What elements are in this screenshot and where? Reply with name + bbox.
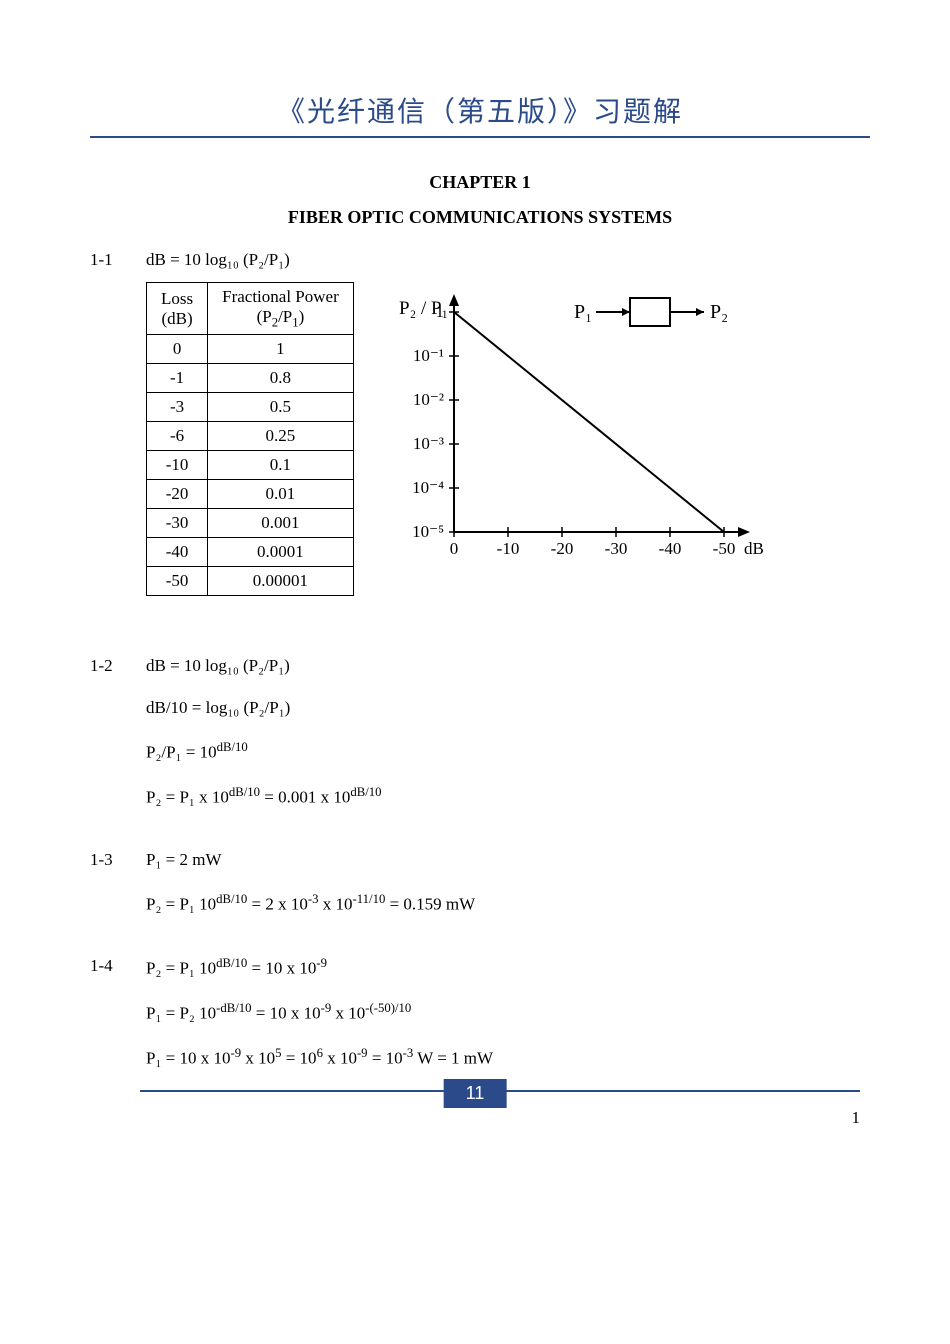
equation-line: P₂ = P₁ x 10dB/10 = 0.001 x 10dB/10	[146, 785, 870, 808]
equation-line: P₁ = P₂ 10-dB/10 = 10 x 10-9 x 10-(-50)/…	[146, 1001, 870, 1024]
equation-line: P₂ = P₁ 10dB/10 = 10 x 10-9	[146, 956, 870, 979]
problem-equation: dB = 10 log₁₀ (P₂/P₁)	[146, 250, 870, 270]
table-cell: 0.0001	[208, 538, 354, 567]
table-cell: -40	[147, 538, 208, 567]
chapter-subtitle: FIBER OPTIC COMMUNICATIONS SYSTEMS	[90, 207, 870, 228]
table-cell: -20	[147, 480, 208, 509]
problem-body: dB = 10 log₁₀ (P₂/P₁) dB/10 = log₁₀ (P₂/…	[146, 656, 870, 829]
table-row: 01	[147, 335, 354, 364]
table-cell: 0.00001	[208, 567, 354, 596]
equation-line: dB = 10 log₁₀ (P₂/P₁)	[146, 656, 870, 676]
table-cell: 0.01	[208, 480, 354, 509]
table-cell: 0.5	[208, 393, 354, 422]
table-cell: 0.25	[208, 422, 354, 451]
svg-text:dB: dB	[744, 539, 764, 558]
table-cell: 0.001	[208, 509, 354, 538]
table-cell: -1	[147, 364, 208, 393]
table-cell: 0	[147, 335, 208, 364]
svg-text:-20: -20	[550, 539, 573, 558]
col-header-fractional: Fractional Power(P2/P1)	[208, 283, 354, 335]
table-row: -200.01	[147, 480, 354, 509]
table-cell: -3	[147, 393, 208, 422]
page-number-badge: 11	[444, 1079, 507, 1108]
table-row: -100.1	[147, 451, 354, 480]
svg-text:P₁: P₁	[574, 301, 592, 323]
problem-1-1: 1-1 dB = 10 log₁₀ (P₂/P₁)	[90, 250, 870, 270]
equation-line: dB/10 = log₁₀ (P₂/P₁)	[146, 698, 870, 718]
svg-text:-30: -30	[604, 539, 627, 558]
svg-text:-40: -40	[658, 539, 681, 558]
problem-number: 1-3	[90, 850, 146, 937]
table-row: -30.5	[147, 393, 354, 422]
document-header: 《光纤通信（第五版）》习题解	[90, 90, 870, 138]
equation-line: P₂ = P₁ 10dB/10 = 2 x 10-3 x 10-11/10 = …	[146, 892, 870, 915]
table-cell: -50	[147, 567, 208, 596]
table-row: -10.8	[147, 364, 354, 393]
table-row: -60.25	[147, 422, 354, 451]
power-ratio-chart: 110⁻¹10⁻²10⁻³10⁻⁴10⁻⁵P₂ / P₁0-10-20-30-4…	[384, 282, 764, 592]
table-cell: -10	[147, 451, 208, 480]
col-header-loss: Loss(dB)	[147, 283, 208, 335]
equation-line: P₁ = 2 mW	[146, 850, 870, 870]
problem-1-4: 1-4 P₂ = P₁ 10dB/10 = 10 x 10-9 P₁ = P₂ …	[90, 956, 870, 1090]
equation-line: P₁ = 10 x 10-9 x 105 = 106 x 10-9 = 10-3…	[146, 1046, 870, 1069]
problem-body: P₂ = P₁ 10dB/10 = 10 x 10-9 P₁ = P₂ 10-d…	[146, 956, 870, 1090]
svg-text:10⁻³: 10⁻³	[413, 434, 444, 453]
corner-page-number: 1	[852, 1108, 861, 1128]
table-cell: 0.1	[208, 451, 354, 480]
table-cell: 1	[208, 335, 354, 364]
svg-text:-50: -50	[712, 539, 735, 558]
table-row: -400.0001	[147, 538, 354, 567]
table-cell: -30	[147, 509, 208, 538]
svg-text:10⁻²: 10⁻²	[413, 390, 444, 409]
table-row: -500.00001	[147, 567, 354, 596]
page: 《光纤通信（第五版）》习题解 CHAPTER 1 FIBER OPTIC COM…	[0, 0, 950, 1142]
svg-text:10⁻⁵: 10⁻⁵	[412, 522, 444, 541]
table-cell: -6	[147, 422, 208, 451]
problem-body: P₁ = 2 mW P₂ = P₁ 10dB/10 = 2 x 10-3 x 1…	[146, 850, 870, 937]
loss-table: Loss(dB) Fractional Power(P2/P1) 01-10.8…	[146, 282, 354, 596]
table-cell: 0.8	[208, 364, 354, 393]
svg-text:10⁻⁴: 10⁻⁴	[412, 478, 444, 497]
table-header-row: Loss(dB) Fractional Power(P2/P1)	[147, 283, 354, 335]
svg-text:-10: -10	[496, 539, 519, 558]
chapter-label: CHAPTER 1	[90, 172, 870, 193]
problem-1-3: 1-3 P₁ = 2 mW P₂ = P₁ 10dB/10 = 2 x 10-3…	[90, 850, 870, 937]
svg-text:0: 0	[449, 539, 458, 558]
problem-number: 1-4	[90, 956, 146, 1090]
equation-line: P₂/P₁ = 10dB/10	[146, 740, 870, 763]
svg-text:P₂ / P₁: P₂ / P₁	[399, 298, 448, 319]
problem-number: 1-2	[90, 656, 146, 829]
problem-number: 1-1	[90, 250, 146, 270]
svg-text:P₂: P₂	[710, 301, 728, 323]
problem-1-2: 1-2 dB = 10 log₁₀ (P₂/P₁) dB/10 = log₁₀ …	[90, 656, 870, 829]
table-row: -300.001	[147, 509, 354, 538]
table-chart-row: Loss(dB) Fractional Power(P2/P1) 01-10.8…	[146, 282, 870, 596]
svg-text:10⁻¹: 10⁻¹	[413, 346, 444, 365]
